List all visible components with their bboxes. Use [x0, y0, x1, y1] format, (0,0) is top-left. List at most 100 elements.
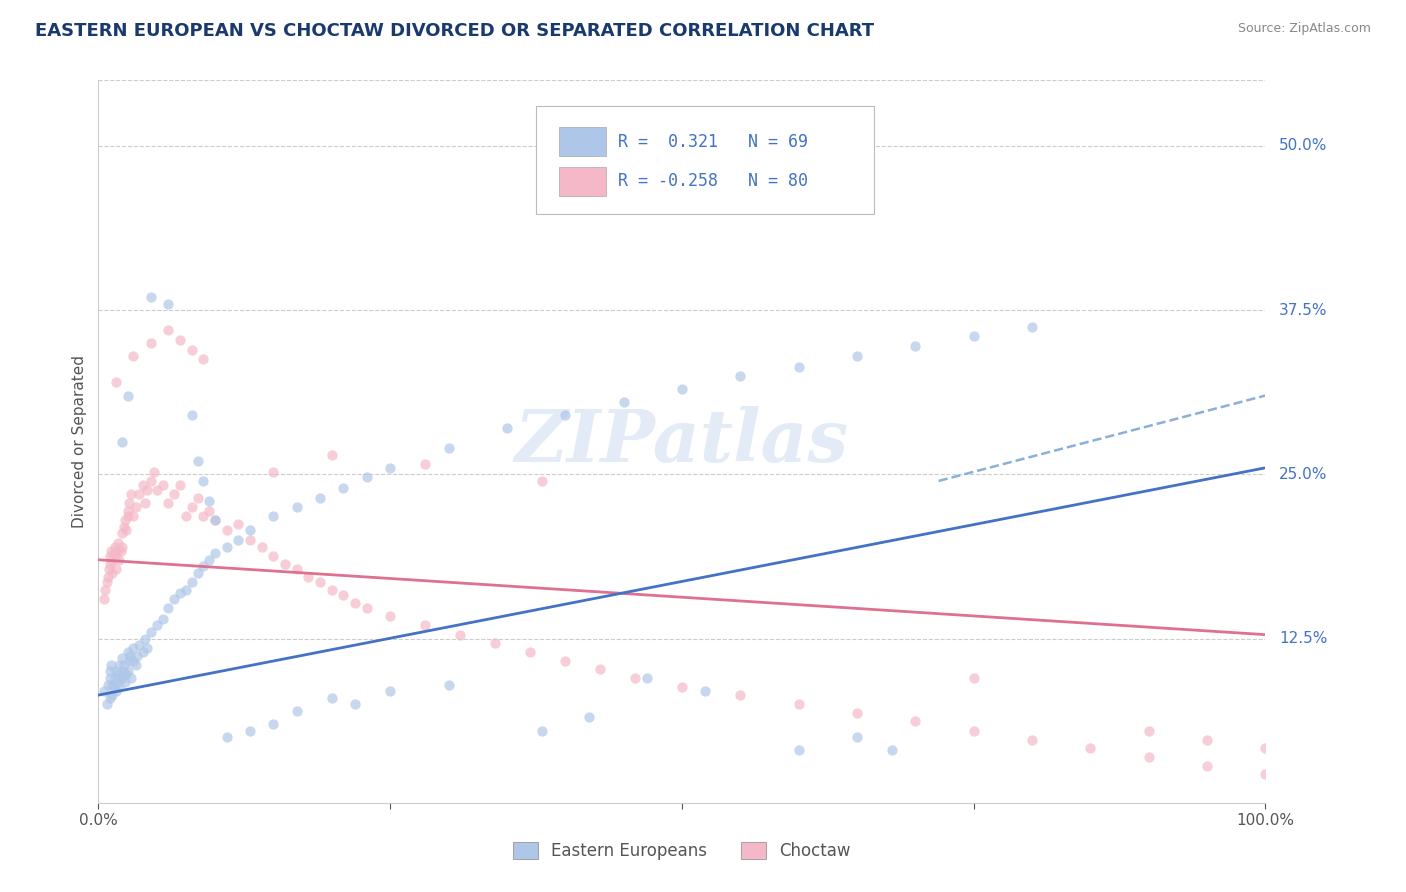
Point [101, 553, 124, 567]
Point [110, 543, 132, 558]
Point [228, 517, 250, 532]
Point [101, 688, 124, 702]
Point [157, 296, 180, 310]
Point [118, 496, 141, 510]
Point [180, 575, 202, 590]
Point [187, 491, 209, 505]
Point [262, 509, 284, 524]
Point [104, 562, 127, 576]
Point [174, 582, 197, 597]
Point [215, 523, 238, 537]
Point [152, 478, 174, 492]
Point [344, 698, 367, 712]
Point [554, 409, 576, 423]
Point [215, 540, 238, 554]
Point [332, 481, 354, 495]
Point [132, 645, 155, 659]
Point [962, 671, 984, 685]
Point [193, 351, 215, 366]
Point [146, 618, 169, 632]
Point [1195, 732, 1218, 747]
Point [484, 635, 506, 649]
Point [139, 336, 162, 351]
Point [163, 487, 186, 501]
Point [163, 592, 186, 607]
Point [169, 478, 191, 492]
Point [111, 434, 134, 449]
Point [146, 483, 169, 497]
Point [1137, 723, 1160, 738]
Point [589, 662, 612, 676]
Point [97, 570, 120, 584]
Point [169, 585, 191, 599]
Point [1021, 732, 1043, 747]
Point [1137, 749, 1160, 764]
Point [108, 680, 131, 694]
Point [104, 549, 127, 563]
Point [174, 509, 197, 524]
Point [134, 632, 156, 646]
Point [380, 460, 402, 475]
Point [530, 474, 553, 488]
Point [111, 651, 134, 665]
Point [962, 723, 984, 738]
Point [136, 483, 159, 497]
Point [554, 654, 576, 668]
Point [117, 665, 139, 679]
Point [98, 671, 121, 685]
Point [103, 680, 125, 694]
Point [104, 671, 127, 685]
Point [125, 500, 148, 515]
Point [139, 625, 162, 640]
Y-axis label: Divorced or Separated: Divorced or Separated [72, 355, 87, 528]
Point [239, 533, 262, 547]
Point [846, 349, 869, 363]
Point [134, 496, 156, 510]
Point [321, 690, 343, 705]
Point [111, 671, 134, 685]
Point [100, 543, 122, 558]
Point [1080, 740, 1102, 755]
Point [122, 509, 145, 524]
Point [169, 334, 191, 348]
Point [187, 566, 209, 580]
Point [846, 730, 869, 744]
Point [1021, 320, 1043, 334]
Point [100, 657, 122, 672]
Point [98, 665, 121, 679]
Point [198, 504, 221, 518]
Text: Source: ZipAtlas.com: Source: ZipAtlas.com [1237, 22, 1371, 36]
Point [125, 648, 148, 663]
Point [787, 359, 810, 374]
Point [104, 665, 127, 679]
Point [97, 562, 120, 576]
Point [613, 395, 636, 409]
Point [93, 592, 115, 607]
Text: 50.0%: 50.0% [1279, 138, 1327, 153]
Point [193, 509, 215, 524]
Point [344, 596, 367, 610]
Point [285, 704, 308, 718]
Point [120, 671, 142, 685]
Point [1254, 767, 1277, 781]
Point [1195, 759, 1218, 773]
Point [530, 723, 553, 738]
Point [309, 575, 332, 590]
Point [122, 654, 145, 668]
Point [198, 553, 221, 567]
Text: EASTERN EUROPEAN VS CHOCTAW DIVORCED OR SEPARATED CORRELATION CHART: EASTERN EUROPEAN VS CHOCTAW DIVORCED OR … [35, 22, 875, 40]
Point [204, 513, 226, 527]
Point [112, 520, 135, 534]
Point [157, 496, 180, 510]
Point [125, 657, 148, 672]
Point [228, 533, 250, 547]
Point [117, 504, 139, 518]
Point [380, 609, 402, 624]
Point [187, 454, 209, 468]
Point [356, 470, 378, 484]
Point [105, 675, 128, 690]
Point [624, 671, 647, 685]
Point [94, 582, 117, 597]
Point [115, 523, 138, 537]
Point [787, 743, 810, 757]
